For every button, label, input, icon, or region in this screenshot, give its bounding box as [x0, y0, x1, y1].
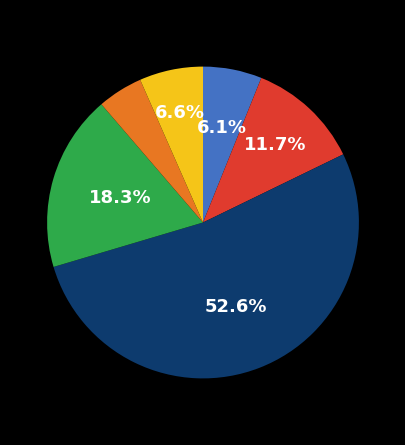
Text: 11.7%: 11.7% — [243, 136, 306, 154]
Wedge shape — [202, 78, 342, 222]
Wedge shape — [101, 80, 202, 222]
Wedge shape — [53, 154, 358, 378]
Wedge shape — [202, 67, 261, 222]
Text: 6.6%: 6.6% — [155, 104, 205, 121]
Wedge shape — [47, 104, 202, 267]
Text: 52.6%: 52.6% — [204, 298, 266, 316]
Text: 18.3%: 18.3% — [89, 189, 151, 207]
Text: 6.1%: 6.1% — [196, 119, 246, 137]
Wedge shape — [140, 67, 202, 222]
